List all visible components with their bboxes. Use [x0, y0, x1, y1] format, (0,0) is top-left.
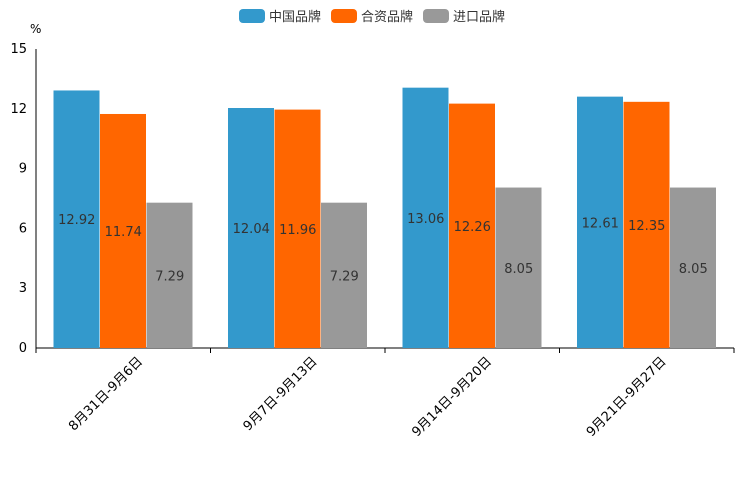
x-tick-label: 9月7日-9月13日: [241, 354, 321, 434]
bar: [449, 103, 495, 348]
bar: [670, 187, 716, 348]
legend: 中国品牌 合资品牌 进口品牌: [0, 6, 744, 25]
data-label: 8.05: [504, 262, 533, 277]
bar: [146, 202, 193, 348]
legend-label-joint: 合资品牌: [360, 10, 413, 25]
bar: [274, 109, 321, 348]
legend-item-import[interactable]: 进口品牌: [423, 6, 505, 25]
legend-item-china[interactable]: 中国品牌: [238, 6, 321, 25]
legend-swatch-import: [423, 8, 449, 23]
data-label: 12.35: [628, 219, 665, 234]
data-label: 7.29: [330, 269, 359, 284]
bar: [321, 202, 367, 348]
data-label: 7.29: [155, 269, 184, 284]
bar: [495, 187, 542, 348]
bar: [228, 108, 274, 348]
y-tick-label: 3: [19, 281, 27, 296]
bar: [100, 113, 146, 348]
y-axis-unit: %: [30, 22, 42, 36]
data-label: 12.04: [233, 222, 270, 237]
y-tick-label: 12: [10, 102, 27, 117]
bar: [577, 96, 623, 349]
data-label: 12.92: [58, 213, 95, 228]
legend-swatch-china: [238, 8, 265, 23]
data-label: 12.61: [582, 216, 619, 231]
x-tick-label: 9月14日-9月20日: [409, 354, 495, 440]
data-label: 11.74: [105, 225, 142, 240]
bar: [53, 90, 100, 348]
y-tick-label: 6: [19, 221, 27, 236]
data-label: 13.06: [407, 212, 444, 227]
y-tick-label: 0: [19, 341, 27, 356]
data-label: 12.26: [454, 220, 491, 235]
y-tick-label: 9: [19, 162, 27, 177]
legend-swatch-joint: [330, 8, 357, 23]
x-tick-label: 8月31日-9月6日: [66, 354, 146, 434]
data-label: 8.05: [679, 262, 708, 277]
bar: [623, 101, 670, 348]
legend-label-china: 中国品牌: [268, 10, 321, 25]
legend-item-joint[interactable]: 合资品牌: [330, 6, 413, 25]
x-tick-label: 9月21日-9月27日: [584, 354, 670, 440]
y-tick-label: 15: [10, 42, 27, 57]
legend-label-import: 进口品牌: [453, 10, 506, 25]
bar: [402, 87, 449, 349]
data-label: 11.96: [279, 223, 316, 238]
